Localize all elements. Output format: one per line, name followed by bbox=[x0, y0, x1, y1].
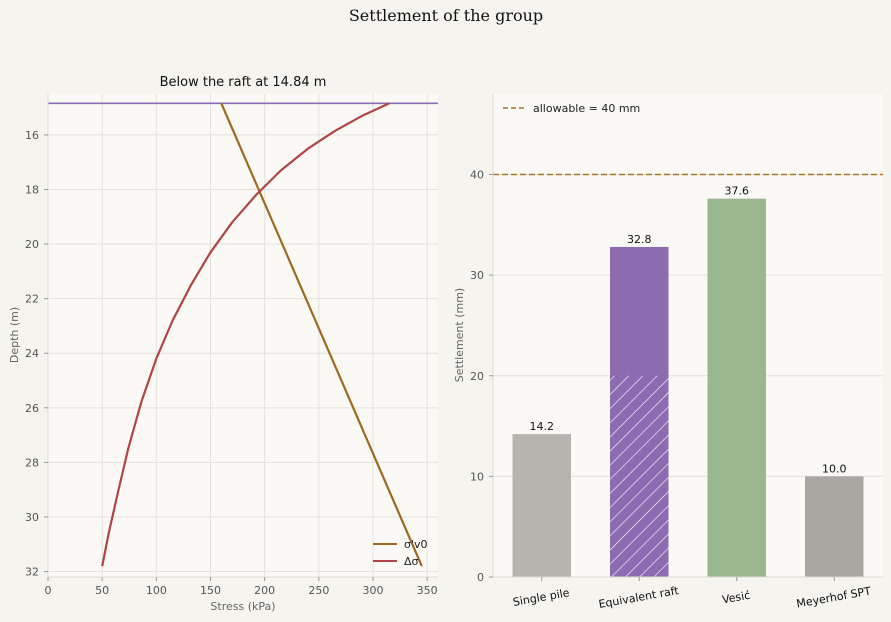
legend-label-stress-increase: Δσ bbox=[404, 555, 419, 568]
bar-value-label-meyerhof-spt: 10.0 bbox=[822, 462, 847, 475]
depth-y-tick-label: 18 bbox=[25, 184, 39, 197]
depth-y-tick-label: 16 bbox=[25, 129, 39, 142]
depth-y-tick-label: 26 bbox=[25, 402, 39, 415]
series-line-stress-increase bbox=[101, 102, 390, 567]
stress-x-tick-label: 50 bbox=[95, 584, 109, 597]
settlement-y-tick-label: 20 bbox=[470, 370, 484, 383]
settlement-y-tick-label: 30 bbox=[470, 269, 484, 282]
stress-panel: 0 50 100 150 200 250 300 350161820222426283032 … bbox=[8, 75, 438, 613]
figure-title: Settlement of the group bbox=[349, 6, 543, 25]
bar-value-label-vesi: 37.6 bbox=[725, 185, 750, 198]
settlement-legend: allowable = 40 mm bbox=[503, 102, 640, 115]
bar-meyerhof-spt bbox=[805, 476, 864, 577]
settlement-y-axis-label: Settlement (mm) bbox=[453, 288, 466, 382]
settlement-panel: 14.2 32.8 37.6 10.0 0 10 20 30 40 Single pile Equ… bbox=[453, 94, 883, 611]
bar-hatch-equivalent-raft bbox=[610, 375, 669, 577]
series-line-effective-stress bbox=[220, 102, 423, 567]
settlement-y-tick-label: 0 bbox=[477, 571, 484, 584]
stress-x-tick-label: 200 bbox=[254, 584, 275, 597]
legend-label-effective-stress: σ'v0 bbox=[404, 538, 428, 551]
bar-value-label-single-pile: 14.2 bbox=[530, 420, 555, 433]
legend-label-allowable: allowable = 40 mm bbox=[533, 102, 640, 115]
bar-value-label-equivalent-raft: 32.8 bbox=[627, 233, 652, 246]
depth-y-tick-label: 28 bbox=[25, 456, 39, 469]
depth-y-tick-label: 22 bbox=[25, 293, 39, 306]
stress-grid bbox=[47, 94, 438, 577]
stress-x-tick-label: 0 bbox=[45, 584, 52, 597]
settlement-y-tick-label: 40 bbox=[470, 169, 484, 182]
bar-single-pile bbox=[512, 434, 571, 577]
stress-chart-title: Below the raft at 14.84 m bbox=[160, 75, 327, 90]
depth-y-tick-label: 30 bbox=[25, 511, 39, 524]
stress-lines bbox=[48, 102, 438, 567]
stress-x-tick-label: 300 bbox=[363, 584, 384, 597]
stress-x-tick-label: 350 bbox=[417, 584, 438, 597]
category-label-vesi: Vesić bbox=[721, 589, 751, 607]
category-label-single-pile: Single pile bbox=[512, 586, 571, 609]
stress-ticks: 0 50 100 150 200 250 300 350 16 18 20 22 24 26 28 30 32 bbox=[25, 129, 438, 597]
category-label-equivalent-raft: Equivalent raft bbox=[598, 584, 681, 611]
depth-y-tick-label: 20 bbox=[25, 238, 39, 251]
stress-x-tick-label: 150 bbox=[200, 584, 221, 597]
depth-y-tick-label: 32 bbox=[25, 566, 39, 579]
stress-legend: σ'v0 Δσ bbox=[373, 538, 428, 568]
depth-y-tick-label: 24 bbox=[25, 347, 39, 360]
category-label-meyerhof-spt: Meyerhof SPT bbox=[795, 585, 872, 611]
stress-x-axis-label: Stress (kPa) bbox=[210, 600, 275, 613]
bar-vesi bbox=[707, 198, 766, 577]
stress-y-axis-label: Depth (m) bbox=[8, 307, 21, 363]
stress-x-tick-label: 100 bbox=[146, 584, 167, 597]
stress-plot-area bbox=[48, 94, 438, 577]
settlement-y-tick-label: 10 bbox=[470, 470, 484, 483]
stress-x-tick-label: 250 bbox=[308, 584, 329, 597]
settlement-bars: 14.2 32.8 37.6 10.0 bbox=[493, 173, 883, 577]
